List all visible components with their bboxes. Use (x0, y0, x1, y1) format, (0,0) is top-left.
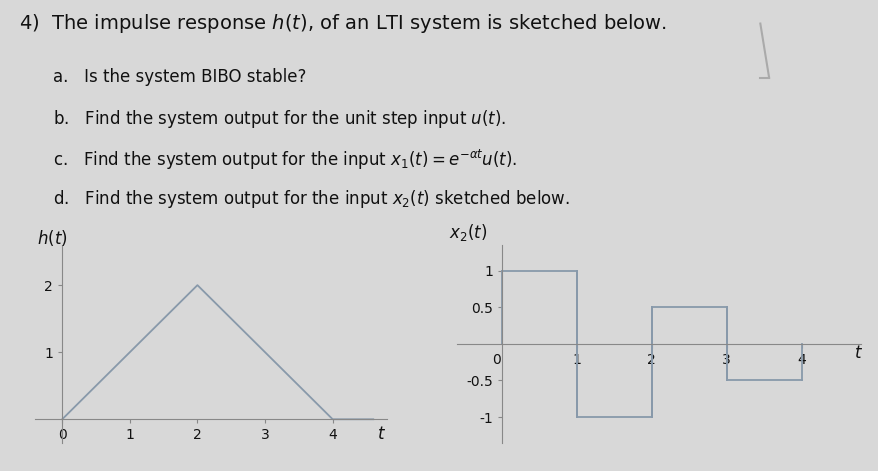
Text: $t$: $t$ (376, 425, 385, 443)
Text: $h(t)$: $h(t)$ (37, 228, 68, 248)
Text: d.   Find the system output for the input $x_2(t)$ sketched below.: d. Find the system output for the input … (53, 188, 569, 211)
Text: a.   Is the system BIBO stable?: a. Is the system BIBO stable? (53, 68, 306, 86)
Text: $t$: $t$ (853, 344, 862, 362)
Text: c.   Find the system output for the input $x_1(t) = e^{-\alpha t}u(t)$.: c. Find the system output for the input … (53, 148, 516, 172)
Text: $x_2(t)$: $x_2(t)$ (449, 222, 487, 243)
Text: 0: 0 (491, 353, 500, 367)
Text: b.   Find the system output for the unit step input $u(t)$.: b. Find the system output for the unit s… (53, 108, 506, 130)
Text: 4)  The impulse response $h(t)$, of an LTI system is sketched below.: 4) The impulse response $h(t)$, of an LT… (19, 12, 666, 35)
